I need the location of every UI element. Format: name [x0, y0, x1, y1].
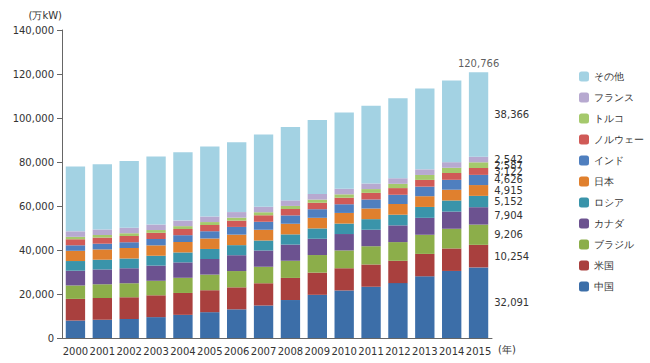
svg-text:2014: 2014: [439, 346, 464, 357]
svg-text:2012: 2012: [385, 346, 410, 357]
svg-text:(年): (年): [498, 344, 516, 355]
svg-text:120,766: 120,766: [458, 58, 499, 69]
svg-text:2003: 2003: [143, 346, 168, 357]
svg-text:32,091: 32,091: [494, 297, 529, 308]
svg-text:120,000: 120,000: [13, 69, 54, 80]
svg-text:2009: 2009: [305, 346, 330, 357]
svg-text:2011: 2011: [358, 346, 383, 357]
svg-text:2006: 2006: [224, 346, 249, 357]
svg-text:60,000: 60,000: [19, 201, 54, 212]
svg-text:7,904: 7,904: [494, 210, 523, 221]
svg-text:2008: 2008: [278, 346, 303, 357]
svg-text:カナダ: カナダ: [594, 218, 625, 229]
svg-text:100,000: 100,000: [13, 113, 54, 124]
svg-text:5,152: 5,152: [494, 196, 523, 207]
svg-text:2007: 2007: [251, 346, 276, 357]
svg-text:4,915: 4,915: [494, 185, 523, 196]
svg-text:0: 0: [48, 333, 54, 344]
svg-text:2001: 2001: [90, 346, 115, 357]
svg-text:80,000: 80,000: [19, 157, 54, 168]
svg-text:2000: 2000: [63, 346, 88, 357]
svg-text:2004: 2004: [170, 346, 195, 357]
svg-text:日本: 日本: [594, 176, 614, 187]
svg-text:2015: 2015: [466, 346, 491, 357]
svg-text:2,587: 2,587: [494, 159, 523, 171]
svg-text:2,542: 2,542: [494, 154, 523, 165]
svg-text:2013: 2013: [412, 346, 437, 357]
svg-text:2010: 2010: [331, 346, 356, 357]
svg-text:20,000: 20,000: [19, 289, 54, 300]
svg-text:中国: 中国: [594, 281, 614, 292]
svg-text:4,626: 4,626: [494, 174, 523, 186]
svg-text:ノルウェー: ノルウェー: [594, 134, 644, 145]
svg-text:米国: 米国: [594, 260, 614, 271]
svg-text:トルコ: トルコ: [594, 113, 624, 124]
svg-text:38,366: 38,366: [494, 109, 529, 120]
svg-text:140,000: 140,000: [13, 25, 54, 36]
svg-text:2002: 2002: [116, 346, 141, 357]
svg-text:その他: その他: [594, 71, 624, 82]
svg-text:2005: 2005: [197, 346, 222, 357]
svg-text:40,000: 40,000: [19, 245, 54, 256]
svg-text:10,254: 10,254: [494, 251, 529, 262]
svg-text:3,122: 3,122: [494, 165, 523, 177]
svg-text:インド: インド: [594, 155, 624, 166]
svg-text:フランス: フランス: [594, 92, 634, 103]
svg-text:9,206: 9,206: [494, 229, 523, 240]
svg-text:ブラジル: ブラジル: [594, 239, 634, 250]
svg-text:ロシア: ロシア: [594, 197, 624, 208]
svg-text:(万kW): (万kW): [29, 10, 63, 21]
